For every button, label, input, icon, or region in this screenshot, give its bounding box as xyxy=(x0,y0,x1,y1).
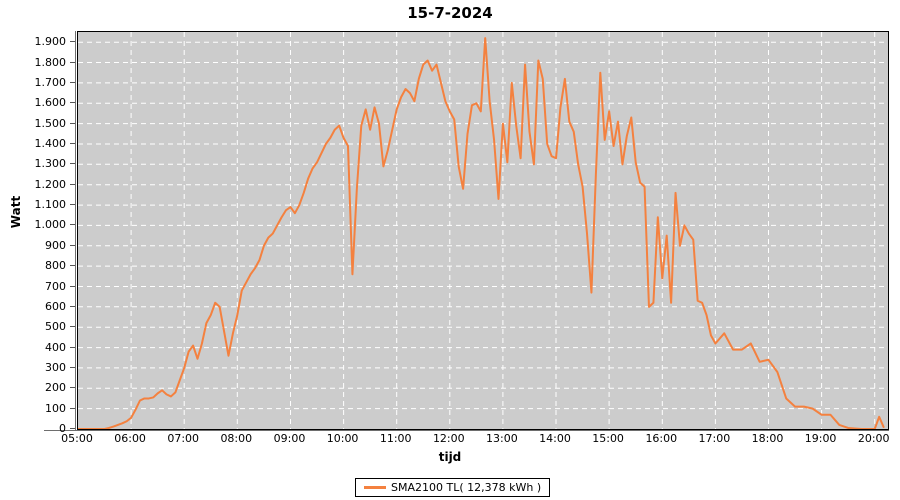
y-tick-mark xyxy=(70,407,75,409)
y-tick-label: 1.300 xyxy=(34,157,67,171)
x-tick-label: 10:00 xyxy=(326,432,359,445)
y-tick-mark xyxy=(70,143,75,144)
y-tick-label: 1.100 xyxy=(34,198,67,212)
y-tick-label: 400 xyxy=(45,340,66,354)
y-tick-label: 900 xyxy=(45,238,66,252)
y-tick-label: 700 xyxy=(45,279,66,293)
legend-color-swatch xyxy=(364,486,386,489)
x-tick-label: 12:00 xyxy=(432,432,465,445)
y-tick-label: 600 xyxy=(45,299,66,313)
y-tick-label: 1.900 xyxy=(34,35,67,49)
x-tick-label: 08:00 xyxy=(220,432,253,445)
y-tick-mark xyxy=(70,387,75,389)
gridlines xyxy=(78,32,888,429)
y-tick-label: 1.200 xyxy=(34,177,67,191)
x-tick-label: 07:00 xyxy=(167,432,200,445)
y-axis-ticks: 0 100 200 300 400 500 600 700 800 900 1.000 1.100 1.… xyxy=(0,0,75,500)
y-tick-label: 200 xyxy=(45,381,66,395)
y-tick-mark xyxy=(70,204,75,206)
y-tick-label: 100 xyxy=(45,401,66,415)
y-axis-line xyxy=(75,31,76,430)
y-tick-mark xyxy=(70,81,75,83)
x-tick-label: 18:00 xyxy=(751,432,784,445)
y-tick-mark xyxy=(70,163,75,165)
x-tick-label: 19:00 xyxy=(804,432,837,445)
y-tick-label: 300 xyxy=(45,360,66,374)
y-tick-label: 0 xyxy=(59,422,66,435)
y-tick-mark xyxy=(70,366,75,368)
x-tick-label: 16:00 xyxy=(645,432,678,445)
x-tick-label: 15:00 xyxy=(592,432,624,445)
y-tick-mark xyxy=(70,305,75,307)
y-tick-mark xyxy=(70,224,75,226)
y-tick-mark xyxy=(70,326,75,328)
y-tick-mark xyxy=(70,61,75,63)
y-tick-mark xyxy=(70,122,75,124)
x-tick-label: 11:00 xyxy=(379,432,412,445)
y-tick-mark xyxy=(70,428,75,429)
y-tick-label: 1.800 xyxy=(34,55,67,69)
y-axis-title: Watt xyxy=(9,195,23,229)
y-tick-mark xyxy=(70,244,75,246)
chart-legend[interactable]: SMA2100 TL( 12,378 kWh ) xyxy=(355,478,551,497)
x-tick-label: 14:00 xyxy=(539,432,571,445)
x-tick-label: 13:00 xyxy=(486,432,518,445)
y-tick-mark xyxy=(70,41,75,43)
x-tick-label: 05:00 xyxy=(61,432,93,445)
x-axis-title: tijd xyxy=(438,450,462,464)
y-tick-label: 1.700 xyxy=(34,75,67,89)
x-tick-label: 20:00 xyxy=(857,432,890,445)
plot-area xyxy=(77,31,889,430)
y-tick-label: 1.600 xyxy=(34,96,67,110)
y-tick-mark xyxy=(70,102,75,104)
x-axis-line xyxy=(44,430,889,431)
chart-title: 15-7-2024 xyxy=(407,4,493,22)
y-tick-mark xyxy=(70,265,75,267)
legend-label: SMA2100 TL( 12,378 kWh ) xyxy=(391,480,542,494)
y-tick-label: 1.400 xyxy=(34,137,67,150)
y-tick-mark xyxy=(70,183,75,185)
data-series-line xyxy=(78,37,885,429)
y-tick-mark xyxy=(70,346,75,348)
x-tick-label: 17:00 xyxy=(698,432,731,445)
y-tick-mark xyxy=(70,285,75,287)
y-tick-label: 800 xyxy=(45,259,66,273)
y-tick-label: 500 xyxy=(45,320,66,334)
y-tick-label: 1.000 xyxy=(34,218,67,232)
x-tick-label: 09:00 xyxy=(273,432,306,445)
y-tick-label: 1.500 xyxy=(34,116,67,130)
x-tick-label: 06:00 xyxy=(114,432,146,445)
